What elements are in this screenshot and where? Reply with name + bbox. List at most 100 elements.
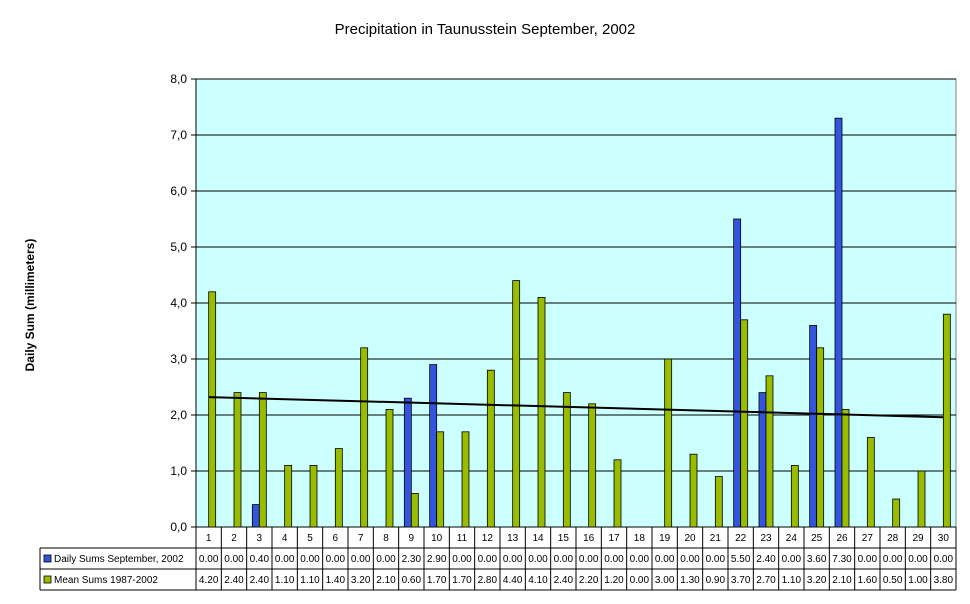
x-tick-label: 12: [482, 533, 494, 544]
x-tick-label: 10: [431, 533, 443, 544]
bar-mean-29: [917, 470, 926, 528]
data-table-cell: 2.30: [402, 554, 422, 565]
bar-mean-20: [689, 453, 698, 528]
x-tick-label: 2: [231, 533, 237, 544]
bar-mean-16: [588, 403, 597, 528]
bar-mean-26: [841, 408, 850, 528]
data-table-cell: 3.70: [731, 575, 751, 586]
bar-mean-5: [309, 464, 318, 528]
bar-mean-3: [258, 392, 267, 528]
data-table-cell: 0.00: [224, 554, 244, 565]
data-table-cell: 0.00: [300, 554, 320, 565]
data-table-cell: 1.70: [452, 575, 472, 586]
bar-mean-13: [512, 280, 521, 528]
data-table-cell: 0.00: [554, 554, 574, 565]
x-tick-label: 20: [684, 533, 696, 544]
data-table-cell: 0.00: [452, 554, 472, 565]
x-tick-label: 26: [836, 533, 848, 544]
x-tick-label: 30: [938, 533, 950, 544]
data-table-cell: 5.50: [731, 554, 751, 565]
bar-mean-24: [790, 464, 799, 528]
data-table-cell: 0.00: [579, 554, 599, 565]
x-tick-label: 16: [583, 533, 595, 544]
data-table-cell: 3.00: [655, 575, 675, 586]
data-table-cell: 4.10: [528, 575, 548, 586]
data-table-cell: 3.20: [807, 575, 827, 586]
data-table-cell: 0.00: [655, 554, 675, 565]
data-table-cell: 2.10: [376, 575, 396, 586]
bar-daily-26: [834, 117, 843, 528]
x-tick-label: 22: [735, 533, 747, 544]
data-table-cell: 0.00: [376, 554, 396, 565]
data-table-cell: 2.80: [478, 575, 498, 586]
x-tick-label: 17: [608, 533, 620, 544]
bar-daily-25: [809, 324, 818, 528]
data-table-cell: 0.00: [883, 554, 903, 565]
data-table-cell: 1.70: [427, 575, 447, 586]
x-tick-label: 28: [887, 533, 899, 544]
data-table-cell: 1.10: [275, 575, 295, 586]
data-table-cell: 0.00: [199, 554, 219, 565]
data-table-cell: 3.20: [351, 575, 371, 586]
data-table-cell: 0.00: [326, 554, 346, 565]
bar-mean-17: [613, 459, 622, 528]
bar-mean-25: [816, 347, 825, 528]
data-table-cell: 7.30: [832, 554, 852, 565]
data-table-cell: 2.10: [832, 575, 852, 586]
data-table-cell: 1.10: [782, 575, 802, 586]
x-tick-label: 21: [710, 533, 722, 544]
bar-mean-10: [436, 431, 445, 528]
bar-mean-22: [740, 319, 749, 528]
x-tick-label: 11: [457, 533, 468, 544]
data-table-cell: 0.00: [630, 554, 650, 565]
data-table-cell: 3.60: [807, 554, 827, 565]
bar-mean-28: [892, 498, 901, 528]
legend-swatch-mean: [43, 575, 52, 584]
bar-mean-15: [562, 392, 571, 528]
legend-label-daily: Daily Sums September, 2002: [54, 554, 184, 565]
x-tick-label: 6: [333, 533, 339, 544]
bar-mean-4: [284, 464, 293, 528]
bar-mean-7: [360, 347, 369, 528]
x-tick-label: 9: [409, 533, 415, 544]
data-table-cell: 0.00: [351, 554, 371, 565]
y-tick-label: 4,0: [170, 296, 187, 310]
data-table-cell: 0.00: [680, 554, 700, 565]
y-tick-label: 6,0: [170, 184, 187, 198]
data-table-cell: 2.90: [427, 554, 447, 565]
data-table-cell: 0.50: [883, 575, 903, 586]
bar-mean-9: [410, 492, 419, 528]
data-table-cell: 0.00: [604, 554, 624, 565]
x-tick-label: 8: [383, 533, 389, 544]
bar-daily-22: [733, 218, 742, 528]
legend-label-mean: Mean Sums 1987-2002: [54, 575, 158, 586]
x-tick-label: 13: [507, 533, 519, 544]
data-table-cell: 0.00: [706, 554, 726, 565]
bar-mean-12: [486, 369, 495, 528]
bar-mean-1: [208, 291, 217, 528]
y-tick-label: 7,0: [170, 128, 187, 142]
x-tick-label: 15: [558, 533, 570, 544]
data-table-cell: 0.00: [478, 554, 498, 565]
data-table-cell: 0.90: [706, 575, 726, 586]
y-tick-label: 2,0: [170, 408, 187, 422]
bar-mean-19: [664, 358, 673, 528]
y-tick-label: 5,0: [170, 240, 187, 254]
data-table-cell: 0.00: [275, 554, 295, 565]
bar-daily-10: [429, 364, 438, 528]
legend-swatch-daily: [43, 554, 52, 563]
data-table-cell: 0.00: [934, 554, 954, 565]
x-tick-label: 23: [760, 533, 772, 544]
bar-daily-9: [403, 397, 412, 528]
data-table-cell: 2.70: [756, 575, 776, 586]
data-table-cell: 4.40: [503, 575, 523, 586]
trendline: [208, 396, 944, 419]
data-table-cell: 4.20: [199, 575, 219, 586]
data-table-cell: 1.40: [326, 575, 346, 586]
data-table-cell: 0.00: [908, 554, 928, 565]
data-table-cell: 2.40: [250, 575, 270, 586]
bar-mean-6: [334, 448, 343, 528]
data-table-cell: 3.80: [934, 575, 954, 586]
data-table-cell: 0.00: [858, 554, 878, 565]
